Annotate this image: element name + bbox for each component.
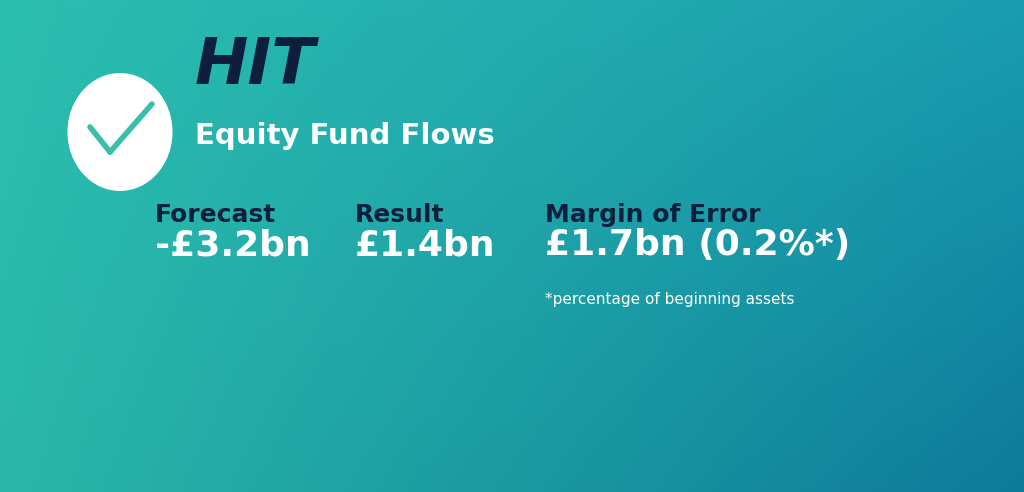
- Text: Forecast: Forecast: [155, 203, 276, 227]
- Text: £1.4bn: £1.4bn: [355, 228, 496, 262]
- Text: HIT: HIT: [195, 35, 315, 97]
- Text: Equity Fund Flows: Equity Fund Flows: [195, 122, 495, 150]
- Text: Result: Result: [355, 203, 444, 227]
- Ellipse shape: [68, 73, 172, 191]
- Text: Margin of Error: Margin of Error: [545, 203, 761, 227]
- Text: £1.7bn (0.2%*): £1.7bn (0.2%*): [545, 228, 850, 262]
- Text: *percentage of beginning assets: *percentage of beginning assets: [545, 292, 795, 307]
- Text: -£3.2bn: -£3.2bn: [155, 228, 310, 262]
